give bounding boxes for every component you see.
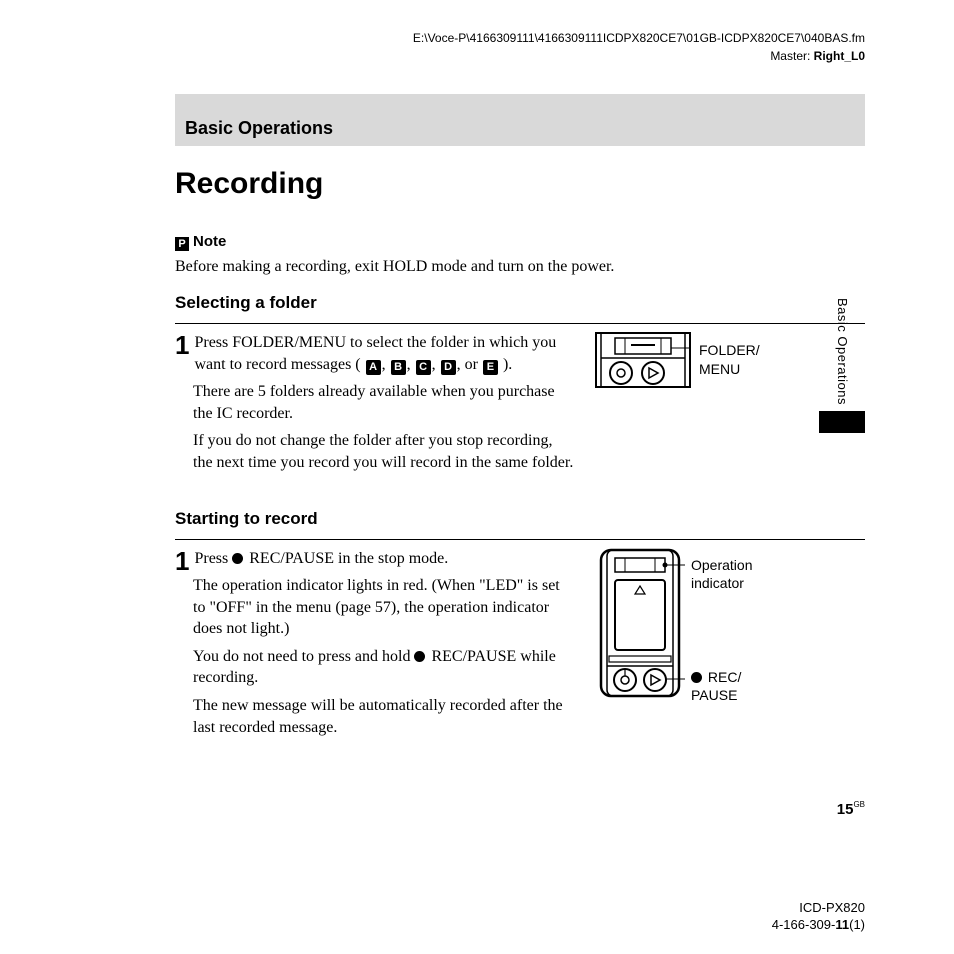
footer-doc-c: (1) — [849, 917, 865, 932]
step-text-1b: REC/PAUSE in the stop mode. — [245, 550, 448, 567]
step-selecting: 1 Press FOLDER/MENU to select the folder… — [175, 332, 865, 480]
section-bar: Basic Operations — [175, 94, 865, 146]
step-number: 1 — [175, 332, 189, 358]
note-heading: Note — [193, 233, 226, 250]
folder-b-icon: B — [391, 360, 406, 375]
footer-model: ICD-PX820 — [772, 900, 865, 917]
callout-rec-2: PAUSE — [691, 686, 741, 705]
page-number: 15GB — [837, 800, 865, 820]
step-text-3: If you do not change the folder after yo… — [193, 430, 575, 473]
step-text-3a: You do not need to press and hold — [193, 648, 414, 665]
footer: ICD-PX820 4-166-309-11(1) — [772, 900, 865, 934]
rec-dot-icon — [414, 651, 425, 662]
callout-rec-1: REC/ — [704, 669, 741, 685]
note-body: Before making a recording, exit HOLD mod… — [175, 256, 865, 278]
callout-op-1: Operation — [691, 556, 752, 575]
side-tab: Basic Operations — [819, 298, 865, 433]
file-path: E:\Voce-P\4166309111\4166309111ICDPX820C… — [175, 30, 865, 46]
rule — [175, 323, 865, 324]
folder-e-icon: E — [483, 360, 498, 375]
footer-doc-a: 4-166-309- — [772, 917, 836, 932]
step-text-1b: ). — [503, 356, 512, 373]
step-number: 1 — [175, 548, 189, 574]
footer-doc-b: 11 — [835, 917, 849, 932]
step-starting: 1 Press REC/PAUSE in the stop mode. The … — [175, 548, 865, 745]
folder-d-icon: D — [441, 360, 456, 375]
callout-folder-1: FOLDER/ — [699, 341, 760, 360]
step-text-2: There are 5 folders already available wh… — [193, 381, 575, 424]
master-value: Right_L0 — [814, 49, 865, 63]
rec-dot-icon — [691, 672, 702, 683]
heading-selecting: Selecting a folder — [175, 292, 865, 315]
note-icon: P — [175, 237, 189, 251]
rule — [175, 539, 865, 540]
device-icon — [595, 548, 685, 698]
side-tab-marker — [819, 411, 865, 433]
master-line: Master: Right_L0 — [175, 48, 865, 64]
step-text-1a: Press — [194, 550, 232, 567]
callout-folder-2: MENU — [699, 360, 760, 379]
diagram-device: Operation indicator REC/ PAUSE — [575, 548, 865, 708]
note-block: P Note Before making a recording, exit HO… — [175, 231, 865, 278]
folder-a-icon: A — [366, 360, 381, 375]
master-label: Master: — [770, 49, 813, 63]
page-title: Recording — [175, 164, 865, 205]
rec-dot-icon — [232, 553, 243, 564]
step-text-2: The operation indicator lights in red. (… — [193, 575, 575, 640]
side-tab-text: Basic Operations — [833, 298, 851, 411]
heading-starting: Starting to record — [175, 508, 865, 531]
step-text-4: The new message will be automatically re… — [193, 695, 575, 738]
callout-op-2: indicator — [691, 574, 752, 593]
section-bar-text: Basic Operations — [185, 116, 333, 140]
device-top-icon — [595, 332, 691, 388]
folder-c-icon: C — [416, 360, 431, 375]
